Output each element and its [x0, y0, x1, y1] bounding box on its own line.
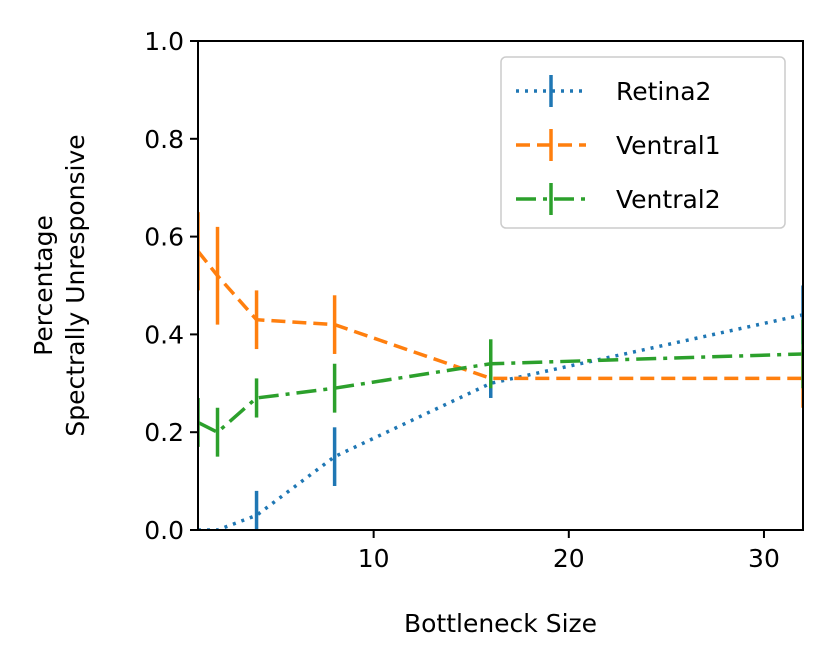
legend-item-ventral1: Ventral1 [516, 129, 721, 161]
legend-label-ventral2: Ventral2 [616, 185, 721, 214]
legend-item-ventral2: Ventral2 [516, 183, 721, 215]
axes-frame [197, 40, 804, 531]
legend-item-retina2: Retina2 [516, 75, 711, 107]
series-ventral1 [198, 212, 803, 408]
y-tick-label: 0.4 [144, 320, 184, 349]
y-tick-label: 0.6 [144, 223, 184, 252]
legend-box [500, 56, 786, 229]
x-tick-label: 10 [358, 544, 390, 573]
y-tick-label: 1.0 [144, 27, 184, 56]
ticks-layer: 10 20 30 0.0 0.2 0.4 0.6 0.8 1.0 [144, 27, 780, 573]
legend: Retina2 Ventral1 Ventral2 [500, 56, 786, 229]
y-axis-label-line-2: Spectrally Unresponsive [61, 134, 90, 436]
series-layer [198, 212, 803, 530]
series-line-ventral2 [198, 352, 803, 435]
series-ventral2 [198, 319, 803, 457]
y-tick-label: 0.0 [144, 516, 184, 545]
series-line-ventral1 [198, 250, 803, 381]
x-tick-label: 30 [748, 544, 780, 573]
series-line-retina2 [198, 313, 803, 530]
x-tick-label: 20 [553, 544, 585, 573]
legend-label-ventral1: Ventral1 [616, 131, 721, 160]
y-tick-label: 0.8 [144, 125, 184, 154]
x-axis-label: Bottleneck Size [404, 609, 597, 638]
y-tick-label: 0.2 [144, 418, 184, 447]
y-axis-label-line-1: Percentage [29, 215, 58, 356]
legend-label-retina2: Retina2 [616, 77, 711, 106]
